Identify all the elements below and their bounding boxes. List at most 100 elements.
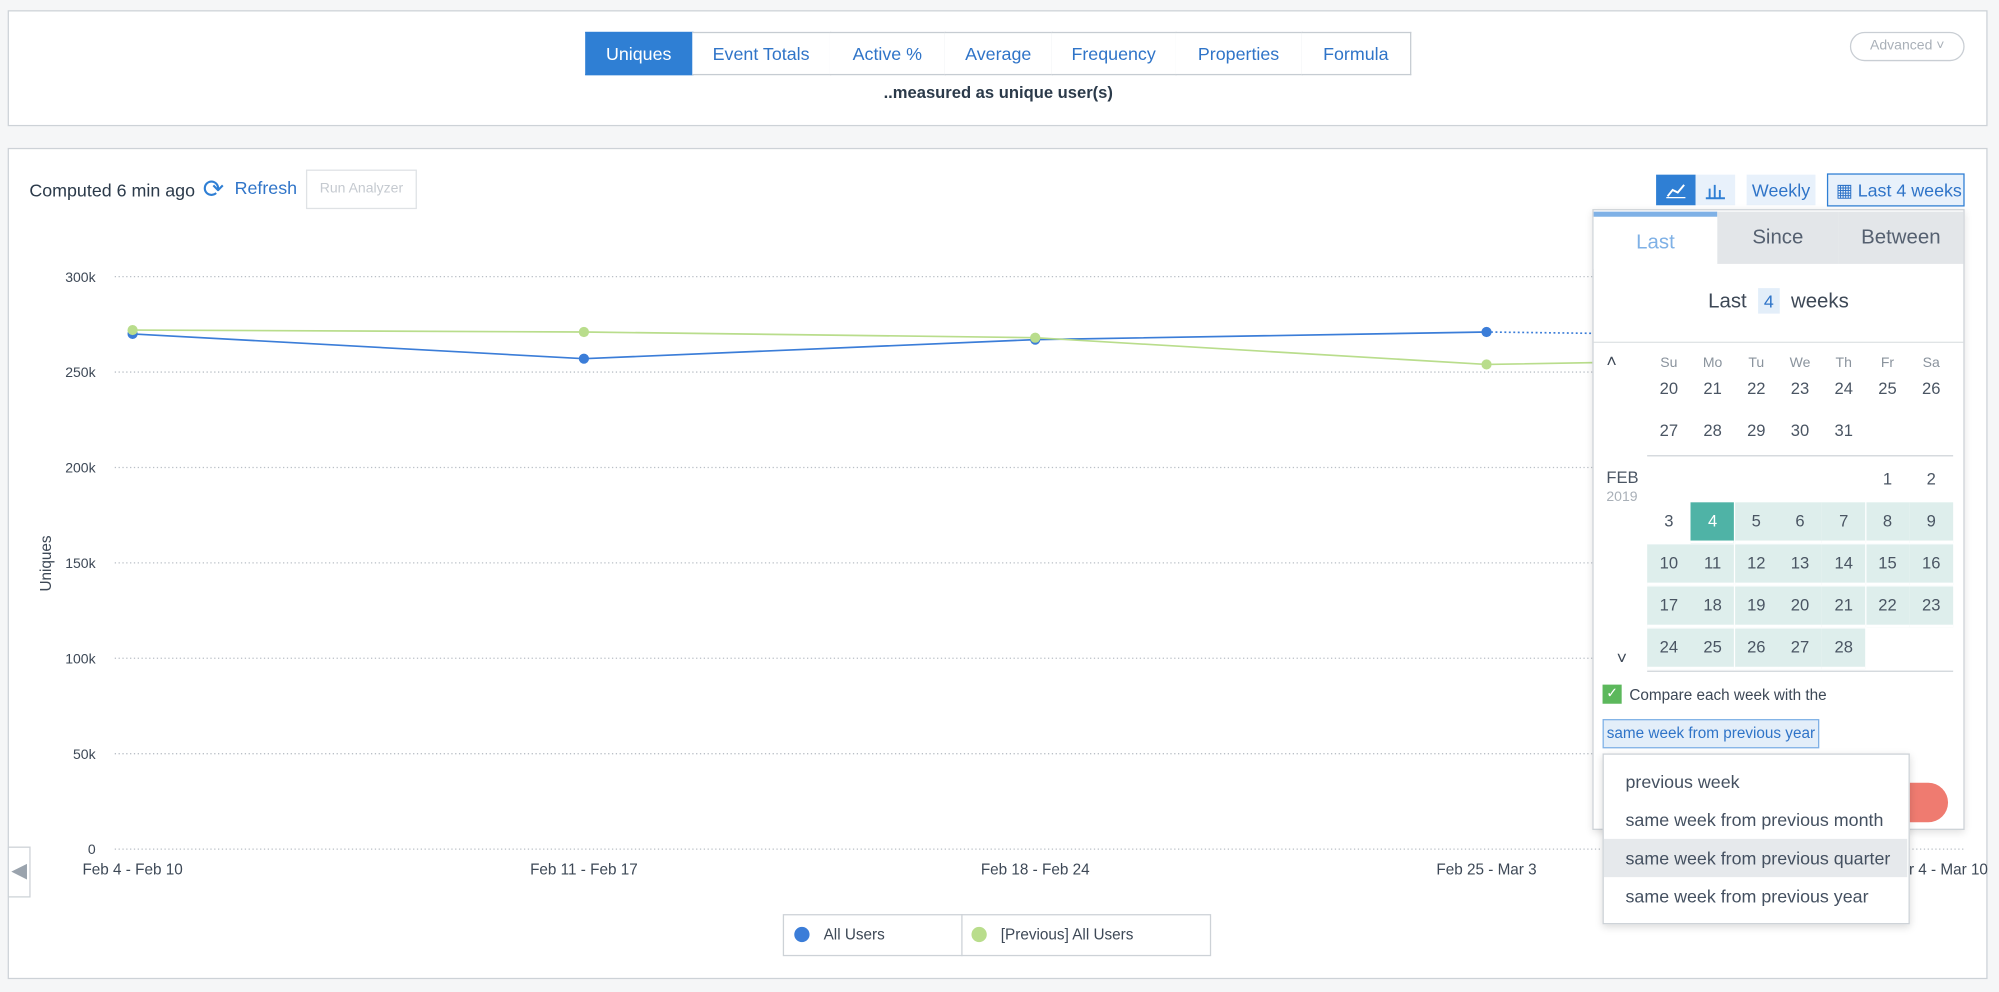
y-tick-label: 300k xyxy=(65,269,96,285)
day[interactable]: 31 xyxy=(1834,420,1853,440)
unit-label: weeks xyxy=(1790,290,1849,313)
compare-option[interactable]: same week from previous month xyxy=(1625,809,1884,830)
day[interactable]: 6 xyxy=(1778,502,1822,544)
day[interactable]: 29 xyxy=(1747,420,1766,440)
weekday: Fr xyxy=(1880,355,1895,371)
weekday: Tu xyxy=(1748,355,1765,371)
day[interactable]: 22 xyxy=(1865,586,1910,628)
day[interactable]: 12 xyxy=(1734,544,1778,586)
day[interactable]: 14 xyxy=(1822,544,1866,586)
measured-as: ..measured as unique user(s) xyxy=(883,82,1113,102)
separator xyxy=(1593,341,1964,343)
compare-select[interactable]: same week from previous year xyxy=(1602,719,1820,749)
x-tick-label: Feb 4 - Feb 10 xyxy=(82,862,182,879)
day[interactable]: 16 xyxy=(1909,544,1953,586)
day[interactable]: 20 xyxy=(1778,586,1822,628)
calendar-down[interactable]: ˅ xyxy=(1616,647,1628,669)
legend-dot xyxy=(971,926,987,943)
day[interactable]: 8 xyxy=(1865,502,1910,544)
day[interactable]: 2 xyxy=(1909,460,1953,502)
tab[interactable]: Uniques xyxy=(585,31,694,76)
data-point xyxy=(1481,326,1492,338)
tab[interactable]: Active % xyxy=(829,31,946,76)
day[interactable]: 23 xyxy=(1909,586,1953,628)
day[interactable]: 24 xyxy=(1647,628,1691,670)
data-point xyxy=(1481,359,1492,370)
advanced-button[interactable]: Advanced ˅ xyxy=(1849,31,1965,62)
tab[interactable]: Properties xyxy=(1175,31,1303,76)
legend-divider xyxy=(961,914,963,957)
range-button[interactable]: ▦ Last 4 weeks xyxy=(1826,173,1965,207)
compare-option[interactable]: same week from previous year xyxy=(1625,886,1869,907)
day[interactable]: 11 xyxy=(1690,544,1735,586)
day[interactable]: 27 xyxy=(1659,420,1679,440)
bar-icon xyxy=(1705,184,1725,200)
day[interactable]: 28 xyxy=(1703,420,1722,440)
compare-option[interactable]: previous week xyxy=(1625,771,1740,792)
day[interactable]: 19 xyxy=(1734,586,1778,628)
interval-button[interactable]: Weekly xyxy=(1746,174,1816,206)
y-tick-label: 0 xyxy=(88,841,96,857)
day[interactable]: 21 xyxy=(1822,586,1866,628)
compare-label: Compare each week with the xyxy=(1629,685,1827,704)
series-line xyxy=(132,331,1487,360)
day[interactable]: 5 xyxy=(1734,502,1778,544)
day[interactable]: 23 xyxy=(1790,378,1810,398)
run-analyzer-button[interactable]: Run Analyzer xyxy=(305,169,417,210)
weekday: Th xyxy=(1835,355,1852,371)
day[interactable]: 21 xyxy=(1703,378,1722,398)
compare-checkbox[interactable]: ✓ xyxy=(1602,684,1622,704)
picker-tab[interactable]: Since xyxy=(1717,211,1839,264)
refresh-icon[interactable]: ⟳ xyxy=(202,175,225,204)
legend xyxy=(782,914,1212,957)
day[interactable]: 13 xyxy=(1778,544,1822,586)
month-separator xyxy=(1647,455,1954,457)
y-tick-label: 250k xyxy=(65,364,96,380)
last-n-input[interactable]: 4 xyxy=(1757,288,1781,314)
day[interactable]: 18 xyxy=(1690,586,1735,628)
compare-option[interactable]: same week from previous quarter xyxy=(1603,838,1908,878)
day[interactable]: 25 xyxy=(1878,378,1897,398)
last-label: Last xyxy=(1708,290,1747,313)
picker-tab[interactable]: Between xyxy=(1838,211,1964,264)
bar-chart-toggle[interactable] xyxy=(1695,174,1736,206)
x-tick-label: Feb 18 - Feb 24 xyxy=(981,862,1090,879)
day[interactable]: 22 xyxy=(1747,378,1766,398)
day[interactable]: 9 xyxy=(1909,502,1953,544)
day[interactable]: 24 xyxy=(1834,378,1853,398)
data-point xyxy=(127,324,138,336)
tab[interactable]: Event Totals xyxy=(692,31,832,76)
y-tick-label: 50k xyxy=(73,746,97,762)
day[interactable]: 4 xyxy=(1690,502,1735,544)
legend-label: [Previous] All Users xyxy=(1000,925,1134,944)
day[interactable]: 10 xyxy=(1647,544,1691,586)
x-tick-label: Mar 4 - Mar 10 xyxy=(1888,862,1988,879)
data-point xyxy=(578,353,590,364)
tab[interactable]: Formula xyxy=(1301,31,1412,76)
picker-tab[interactable]: Last xyxy=(1593,211,1718,270)
day[interactable]: 15 xyxy=(1865,544,1910,586)
scroll-left[interactable]: ◀ xyxy=(7,846,31,898)
weekday: We xyxy=(1789,355,1811,371)
weekday: Sa xyxy=(1922,355,1940,371)
calendar-bottom xyxy=(1647,670,1954,672)
day[interactable]: 3 xyxy=(1647,502,1691,544)
line-chart-toggle[interactable] xyxy=(1656,174,1696,206)
day[interactable]: 20 xyxy=(1659,378,1679,398)
day[interactable]: 26 xyxy=(1921,378,1941,398)
legend-label: All Users xyxy=(823,925,885,944)
day[interactable]: 7 xyxy=(1822,502,1866,544)
refresh-button[interactable]: Refresh xyxy=(234,177,298,198)
day[interactable]: 28 xyxy=(1822,628,1866,670)
x-tick-label: Feb 11 - Feb 17 xyxy=(530,862,638,879)
tab[interactable]: Average xyxy=(944,31,1054,76)
calendar-up[interactable]: ˄ xyxy=(1606,350,1617,371)
day[interactable]: 25 xyxy=(1690,628,1735,670)
y-tick-label: 150k xyxy=(65,555,96,571)
day[interactable]: 27 xyxy=(1778,628,1822,670)
day[interactable]: 26 xyxy=(1734,628,1778,670)
day[interactable]: 17 xyxy=(1647,586,1691,628)
day[interactable]: 1 xyxy=(1865,460,1910,502)
day[interactable]: 30 xyxy=(1790,420,1810,440)
tab[interactable]: Frequency xyxy=(1051,31,1177,76)
